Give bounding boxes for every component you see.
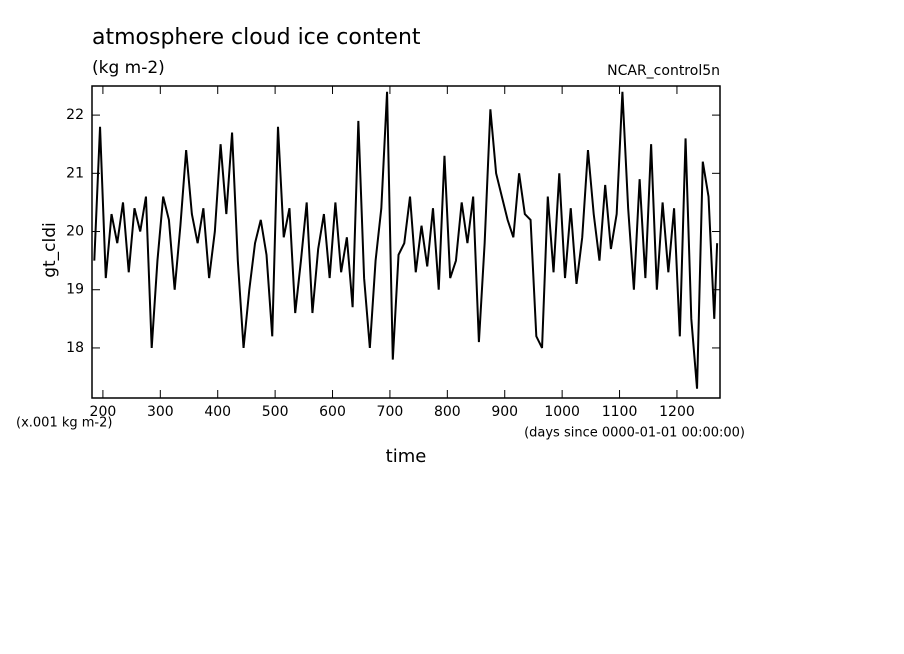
y-tick-label: 22	[66, 107, 84, 123]
x-axis-label: time	[386, 446, 427, 467]
y-tick-label: 19	[66, 282, 84, 298]
y-tick-label: 18	[66, 340, 84, 356]
subtitle: (kg m-2)	[92, 58, 165, 78]
x-tick-label: 900	[491, 404, 518, 420]
x-tick-label: 200	[90, 404, 117, 420]
x-tick-label: 700	[377, 404, 404, 420]
x-tick-label: 1100	[602, 404, 638, 420]
x-unit: (days since 0000-01-01 00:00:00)	[524, 426, 745, 441]
y-tick-label: 21	[66, 165, 84, 181]
x-tick-label: 1200	[659, 404, 695, 420]
data-line	[93, 91, 719, 389]
x-tick-label: 600	[319, 404, 346, 420]
plot-frame	[91, 85, 721, 399]
x-tick-label: 1000	[544, 404, 580, 420]
x-tick-label: 500	[262, 404, 289, 420]
y-unit: (x.001 kg m-2)	[16, 416, 112, 431]
x-tick-label: 300	[147, 404, 174, 420]
annotation: NCAR_control5n	[607, 63, 720, 79]
x-tick-label: 800	[434, 404, 461, 420]
x-tick-label: 400	[204, 404, 231, 420]
y-tick-label: 20	[66, 224, 84, 240]
chart-title: atmosphere cloud ice content	[92, 25, 421, 50]
y-axis-label: gt_cldi	[40, 222, 60, 278]
